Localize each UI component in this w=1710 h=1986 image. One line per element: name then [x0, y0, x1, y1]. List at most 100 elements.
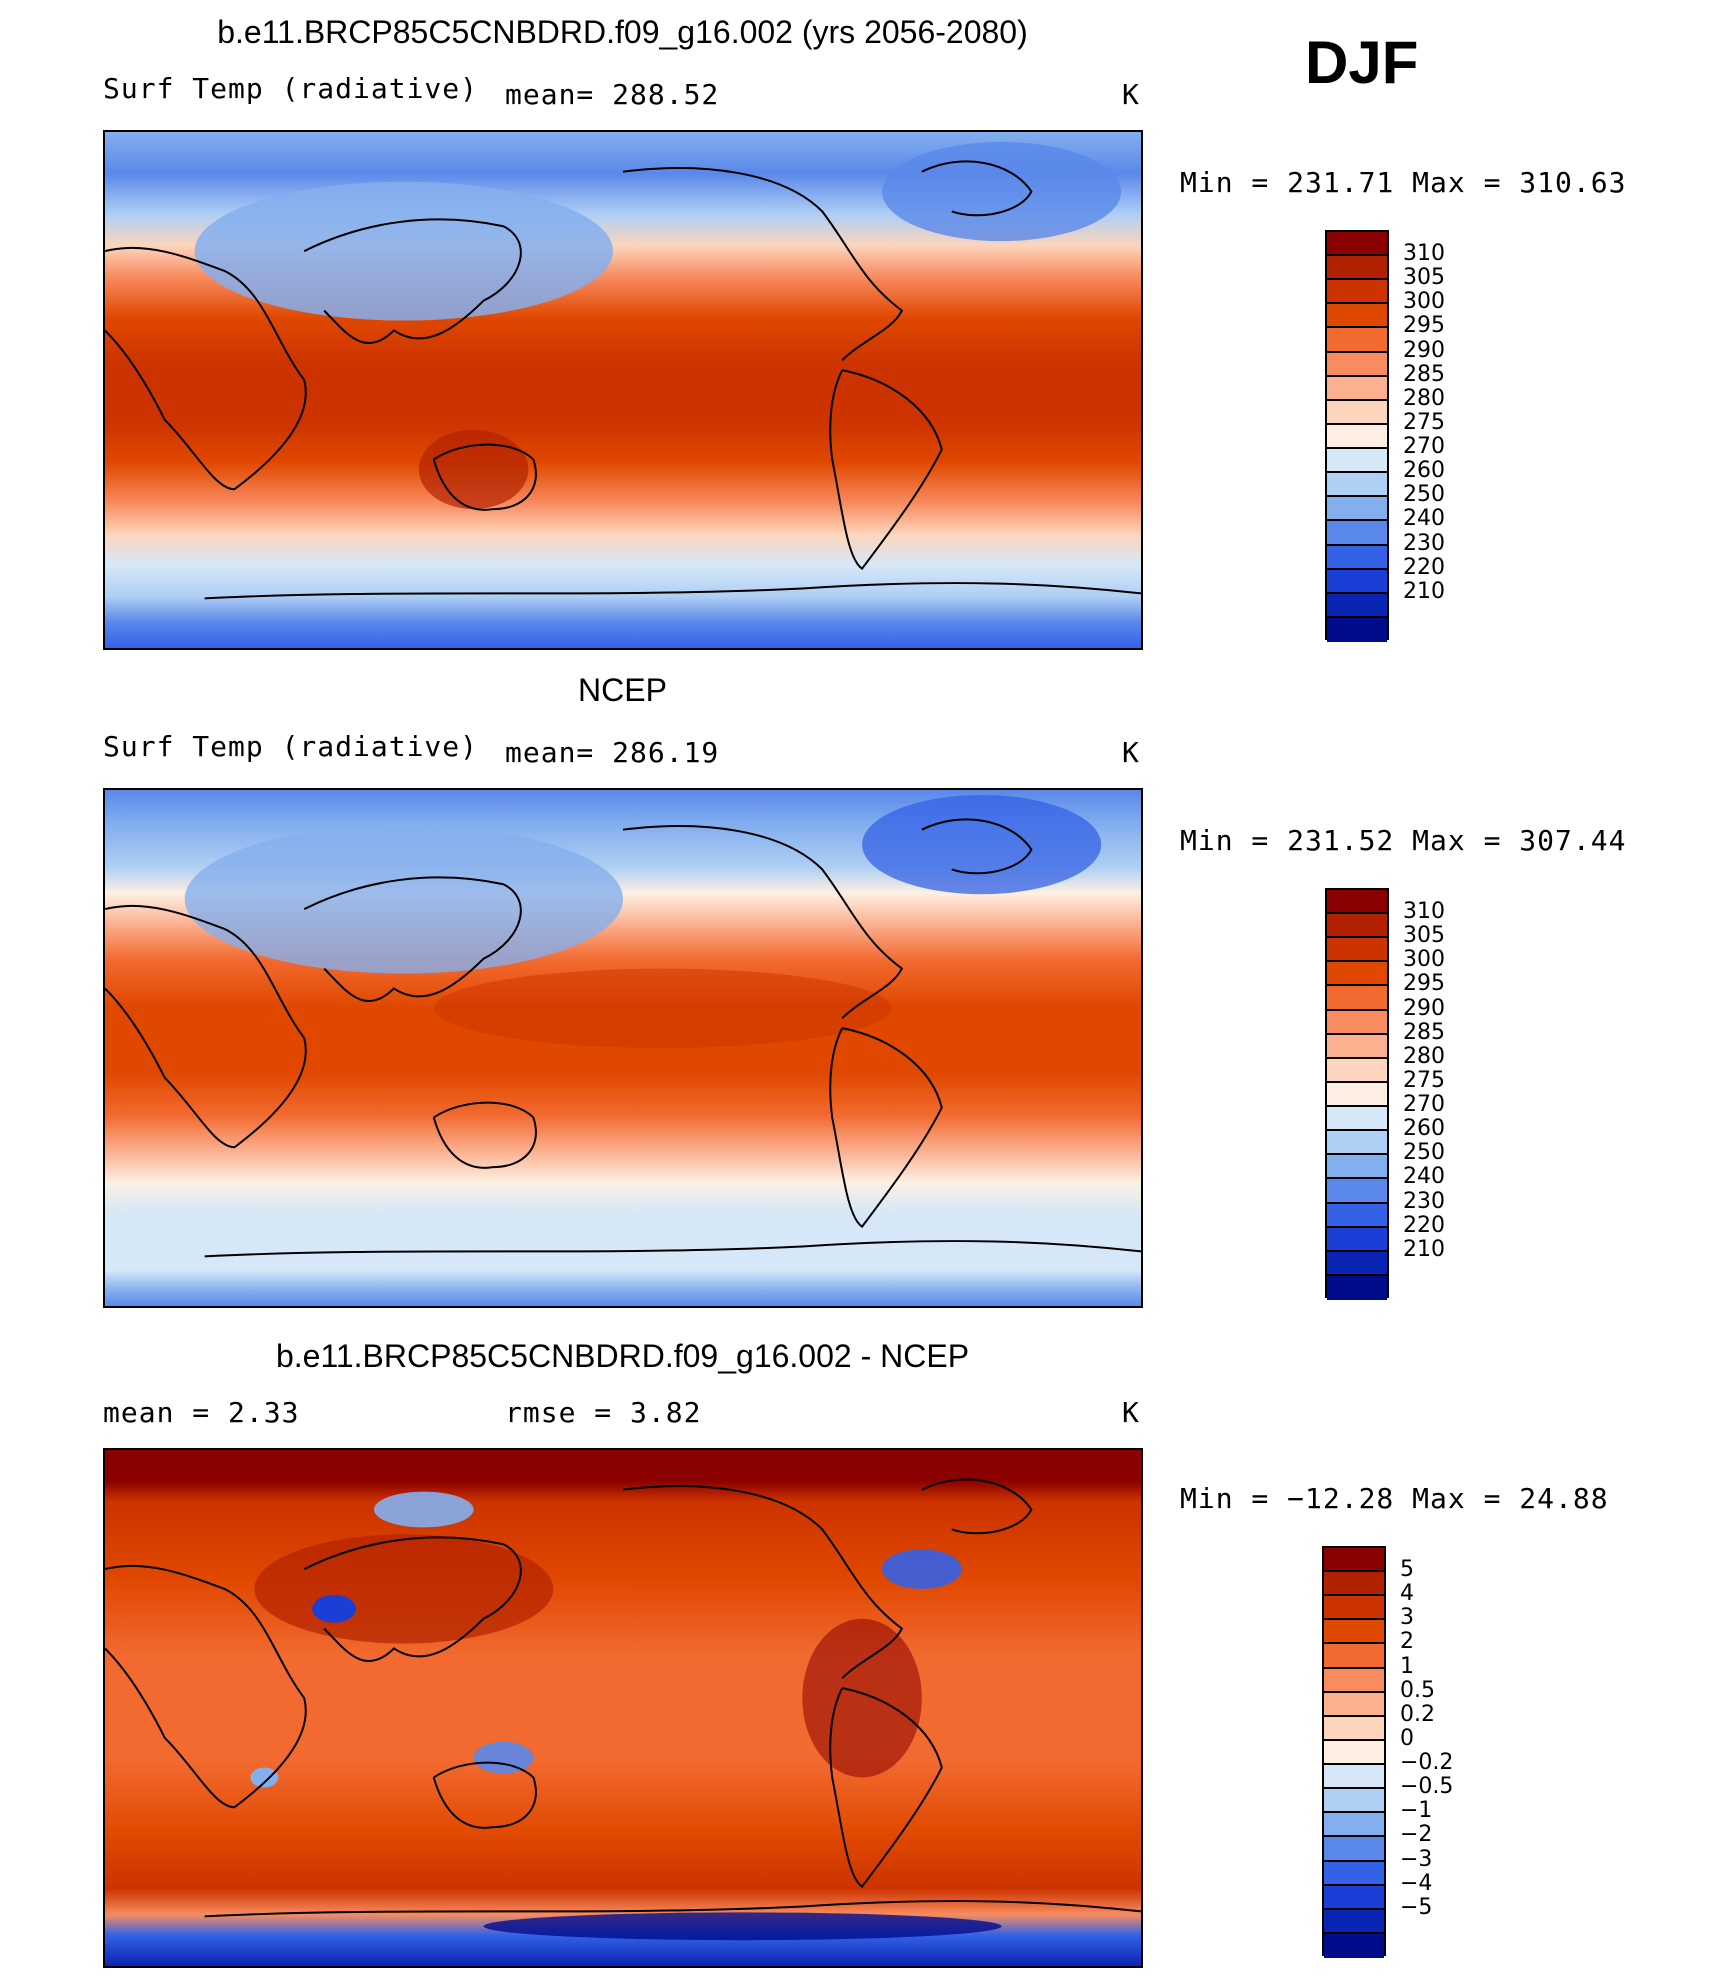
- panel-1-variable-label: Surf Temp (radiative): [103, 72, 479, 105]
- colorbar-segment: [1324, 1885, 1384, 1910]
- colorbar-segment: [1324, 1716, 1384, 1741]
- colorbar-segment: [1327, 914, 1387, 939]
- panel-1-minmax: Min = 231.71 Max = 310.63: [1180, 166, 1627, 199]
- colorbar-tick-label: 285: [1403, 361, 1445, 387]
- colorbar-segment: [1327, 1131, 1387, 1156]
- colorbar-tick-label: 280: [1403, 385, 1445, 411]
- colorbar-tick-label: 260: [1403, 1116, 1445, 1142]
- panel-3-minmax: Min = −12.28 Max = 24.88: [1180, 1482, 1609, 1515]
- colorbar-tick-label: −3: [1400, 1846, 1433, 1872]
- colorbar-segment: [1324, 1813, 1384, 1838]
- colorbar-segment: [1327, 1010, 1387, 1035]
- colorbar-tick-label: 4: [1400, 1581, 1414, 1607]
- colorbar-segment: [1327, 1227, 1387, 1252]
- colorbar-segment: [1324, 1740, 1384, 1766]
- colorbar-segment: [1324, 1933, 1384, 1958]
- colorbar-tick-label: 0.2: [1400, 1701, 1435, 1727]
- colorbar-segment: [1327, 1058, 1387, 1083]
- colorbar-segment: [1327, 280, 1387, 305]
- colorbar-tick-label: 0.5: [1400, 1677, 1435, 1703]
- colorbar-segment: [1324, 1861, 1384, 1886]
- colorbar-segment: [1327, 1082, 1387, 1108]
- colorbar-segment: [1327, 593, 1387, 618]
- colorbar-tick-label: 250: [1403, 1140, 1445, 1166]
- colorbar-segment: [1324, 1548, 1384, 1573]
- colorbar-tick-label: 275: [1403, 1067, 1445, 1093]
- colorbar-tick-label: 295: [1403, 313, 1445, 339]
- colorbar-tick-label: 230: [1403, 530, 1445, 556]
- coastlines: [105, 160, 1141, 600]
- colorbar-segment: [1324, 1620, 1384, 1645]
- panel-1-title: b.e11.BRCP85C5CNBDRD.f09_g16.002 (yrs 20…: [217, 14, 1028, 50]
- panel-3-units-label: K: [1122, 1396, 1140, 1429]
- colorbar-segment: [1327, 376, 1387, 401]
- colorbar-tick-label: 310: [1403, 899, 1445, 925]
- colorbar-tick-label: 220: [1403, 1212, 1445, 1238]
- colorbar-segment: [1327, 1155, 1387, 1180]
- colorbar-segment: [1327, 497, 1387, 522]
- colorbar-tick-label: 280: [1403, 1043, 1445, 1069]
- colorbar-tick-label: 250: [1403, 482, 1445, 508]
- colorbar-tick-label: 5: [1400, 1557, 1414, 1583]
- panel-2-mean-label: mean= 286.19: [505, 736, 720, 769]
- colorbar-segment: [1324, 1789, 1384, 1814]
- panel-1-mean-label: mean= 288.52: [505, 78, 720, 111]
- panel-3-rmse-label: rmse = 3.82: [505, 1396, 702, 1429]
- colorbar-tick-label: 210: [1403, 578, 1445, 604]
- panel-3-title: b.e11.BRCP85C5CNBDRD.f09_g16.002 - NCEP: [275, 1338, 970, 1374]
- colorbar-tick-label: 210: [1403, 1236, 1445, 1262]
- colorbar-segment: [1324, 1596, 1384, 1621]
- panel-1-map: [103, 130, 1143, 650]
- difference-field: [105, 1450, 1141, 1966]
- colorbar-segment: [1327, 232, 1387, 257]
- panel-1-units-label: K: [1122, 78, 1140, 111]
- colorbar-tick-label: 260: [1403, 458, 1445, 484]
- colorbar-segment: [1324, 1644, 1384, 1669]
- colorbar-segment: [1324, 1668, 1384, 1693]
- colorbar-tick-label: 305: [1403, 923, 1445, 949]
- colorbar-tick-label: −0.2: [1400, 1750, 1454, 1776]
- colorbar-tick-label: 290: [1403, 337, 1445, 363]
- panel-2-units-label: K: [1122, 736, 1140, 769]
- colorbar-segment: [1327, 890, 1387, 915]
- colorbar-segment: [1327, 986, 1387, 1011]
- panel-2-map: [103, 788, 1143, 1308]
- colorbar-segment: [1327, 473, 1387, 498]
- colorbar-tick-label: −0.5: [1400, 1774, 1454, 1800]
- colorbar-segment: [1327, 449, 1387, 474]
- colorbar-tick-label: 240: [1403, 506, 1445, 532]
- panel-3-mean-label: mean = 2.33: [103, 1396, 300, 1429]
- colorbar-tick-label: 305: [1403, 265, 1445, 291]
- colorbar-tick-label: 3: [1400, 1605, 1414, 1631]
- colorbar-segment: [1327, 304, 1387, 329]
- colorbar-tick-label: 220: [1403, 554, 1445, 580]
- colorbar-tick-label: −2: [1400, 1822, 1433, 1848]
- colorbar-tick-label: 300: [1403, 289, 1445, 315]
- panel-2-variable-label: Surf Temp (radiative): [103, 730, 479, 763]
- colorbar-segment: [1327, 1034, 1387, 1059]
- colorbar-tick-label: 230: [1403, 1188, 1445, 1214]
- colorbar-tick-label: 290: [1403, 995, 1445, 1021]
- colorbar-segment: [1324, 1692, 1384, 1717]
- colorbar-segment: [1324, 1837, 1384, 1862]
- colorbar-tick-label: 275: [1403, 409, 1445, 435]
- colorbar-segment: [1327, 1107, 1387, 1132]
- colorbar-segment: [1327, 256, 1387, 281]
- colorbar-segment: [1327, 545, 1387, 570]
- colorbar-tick-label: −5: [1400, 1894, 1433, 1920]
- colorbar-tick-label: 285: [1403, 1019, 1445, 1045]
- panel-3-map: [103, 1448, 1143, 1968]
- panel-3-colorbar: [1322, 1546, 1386, 1958]
- colorbar-tick-label: 1: [1400, 1653, 1414, 1679]
- panel-2-title: NCEP: [578, 672, 667, 708]
- colorbar-tick-label: 295: [1403, 971, 1445, 997]
- season-label: DJF: [1305, 29, 1419, 96]
- colorbar-segment: [1327, 1275, 1387, 1300]
- colorbar-segment: [1327, 328, 1387, 353]
- coastlines: [105, 1478, 1141, 1918]
- colorbar-tick-label: 310: [1403, 241, 1445, 267]
- colorbar-tick-label: 300: [1403, 947, 1445, 973]
- colorbar-tick-label: 270: [1403, 434, 1445, 460]
- coastlines: [105, 818, 1141, 1258]
- colorbar-segment: [1327, 424, 1387, 450]
